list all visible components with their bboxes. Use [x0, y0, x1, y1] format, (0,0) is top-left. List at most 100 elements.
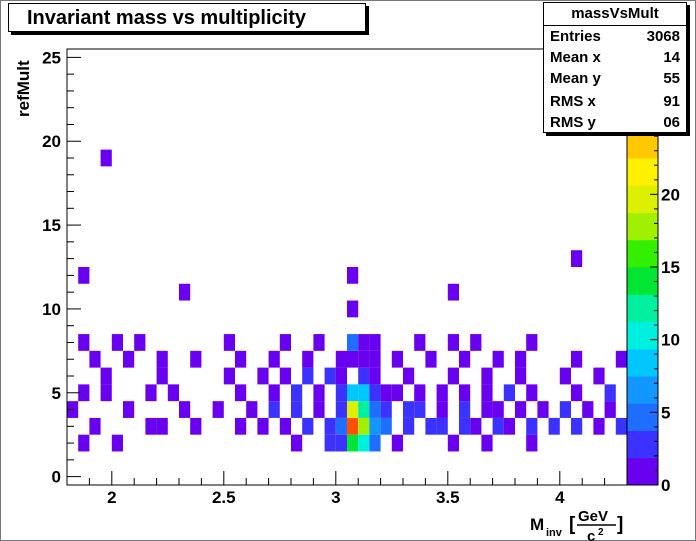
heatmap-cell	[537, 401, 549, 418]
heatmap-cell	[335, 384, 347, 402]
y-tick-label: 0	[52, 468, 61, 487]
heatmap-cell	[358, 434, 370, 452]
stats-value: 55	[663, 70, 680, 87]
heatmap-cell	[302, 350, 314, 368]
palette-swatch	[627, 267, 658, 295]
heatmap-cell	[347, 350, 359, 368]
heatmap-cell	[526, 434, 538, 452]
stats-key: Mean x	[550, 49, 601, 66]
palette-swatch	[627, 130, 658, 159]
heatmap-cell	[246, 401, 258, 418]
heatmap-cell	[582, 401, 594, 418]
heatmap-cell	[380, 417, 392, 435]
heatmap-cell	[604, 384, 616, 402]
heatmap-cell	[268, 384, 280, 402]
heatmap-cell	[615, 350, 627, 368]
z-tick-label: 15	[661, 258, 680, 277]
heatmap-cell	[414, 401, 426, 418]
heatmap-cell	[335, 367, 347, 385]
heatmap-cell	[459, 350, 471, 368]
heatmap-cell	[470, 417, 482, 435]
heatmap-cell	[403, 367, 415, 385]
heatmap-cell	[593, 367, 605, 385]
heatmap-cell	[593, 417, 605, 435]
heatmap-cell	[369, 367, 381, 385]
heatmap-cell	[481, 434, 493, 452]
heatmap-cell	[335, 350, 347, 368]
heatmap-cell	[235, 350, 247, 368]
stats-key: Entries	[550, 28, 601, 45]
heatmap-cell	[190, 350, 202, 368]
heatmap-cells	[67, 149, 627, 452]
x-tick-label: 3.5	[436, 488, 460, 507]
stats-name: massVsMult	[544, 3, 686, 26]
heatmap-cell	[391, 350, 403, 368]
heatmap-cell	[358, 367, 370, 385]
heatmap-cell	[369, 401, 381, 418]
x-axis-label-bracket-close: ]	[617, 514, 623, 535]
heatmap-cell	[291, 401, 303, 418]
heatmap-cell	[414, 334, 426, 351]
stats-value: 91	[663, 93, 680, 110]
heatmap-cell	[324, 367, 336, 385]
heatmap-cell	[78, 334, 90, 351]
palette-swatch	[627, 403, 658, 431]
palette-swatch	[627, 212, 658, 241]
heatmap-cell	[123, 350, 135, 368]
heatmap-cell	[279, 334, 291, 351]
heatmap-cell	[235, 417, 247, 435]
heatmap-cell	[302, 367, 314, 385]
x-tick-label: 2.5	[212, 488, 236, 507]
stats-value: 06	[663, 114, 680, 131]
color-palette: 051015202530	[626, 40, 680, 495]
heatmap-cell	[358, 384, 370, 402]
heatmap-cell	[347, 384, 359, 402]
x-axis-label-bracket-open: [	[569, 514, 576, 535]
heatmap-cell	[335, 434, 347, 452]
heatmap-cell	[447, 283, 459, 301]
heatmap-cell	[223, 334, 235, 351]
heatmap-cell	[179, 283, 191, 301]
palette-swatch	[627, 348, 658, 377]
heatmap-cell	[526, 417, 538, 435]
heatmap-cell	[89, 417, 101, 435]
stats-row: RMS y 06	[550, 113, 680, 133]
heatmap-cell	[324, 417, 336, 435]
heatmap-cell	[526, 334, 538, 351]
heatmap-cell	[190, 417, 202, 435]
heatmap-cell	[548, 417, 560, 435]
stats-row: Mean y 55	[550, 69, 680, 89]
heatmap-cell	[391, 384, 403, 402]
heatmap-cell	[268, 350, 280, 368]
heatmap-cell	[223, 367, 235, 385]
heatmap-cell	[481, 367, 493, 385]
heatmap-cell	[615, 417, 627, 435]
heatmap-cell	[313, 334, 325, 351]
heatmap-cell	[369, 350, 381, 368]
heatmap-cell	[100, 384, 112, 402]
heatmap-cell	[447, 334, 459, 351]
heatmap-cell	[492, 350, 504, 368]
heatmap-cell	[257, 367, 269, 385]
heatmap-cell	[571, 384, 583, 402]
palette-swatch	[627, 239, 658, 268]
heatmap-cell	[369, 384, 381, 402]
heatmap-cell	[78, 384, 90, 402]
x-tick-label: 3	[331, 488, 340, 507]
stats-key: RMS x	[550, 93, 596, 110]
heatmap-cell	[369, 417, 381, 435]
heatmap-cell	[503, 417, 515, 435]
heatmap-cell	[335, 417, 347, 435]
heatmap-cell	[526, 384, 538, 402]
stats-key: RMS y	[550, 114, 596, 131]
heatmap-cell	[347, 300, 359, 318]
heatmap-cell	[279, 367, 291, 385]
heatmap-cell	[179, 401, 191, 418]
z-tick-label: 20	[661, 185, 680, 204]
heatmap-cell	[559, 401, 571, 418]
heatmap-cell	[279, 417, 291, 435]
x-axis-label: M inv [ GeV c 2 ]	[530, 508, 623, 541]
heatmap-cell	[447, 367, 459, 385]
heatmap-cell	[123, 401, 135, 418]
